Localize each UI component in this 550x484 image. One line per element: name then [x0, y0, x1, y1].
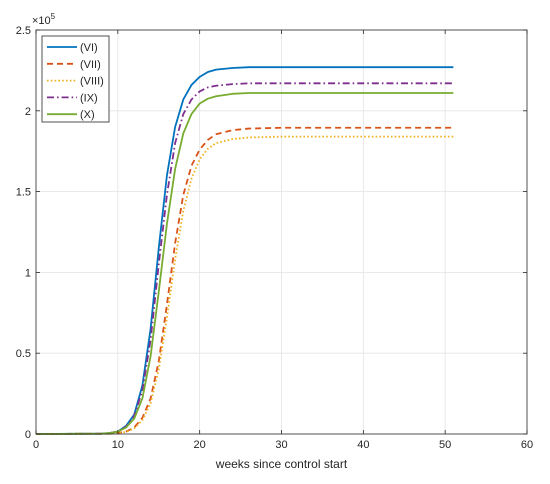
- y-tick-label: 1.5: [16, 187, 31, 199]
- x-tick-label: 50: [439, 439, 451, 451]
- x-tick-label: 10: [112, 439, 124, 451]
- legend-label: (IX): [80, 92, 98, 104]
- series-line: [35, 135, 454, 435]
- y-exponent-label: ×105: [32, 12, 56, 27]
- legend: (VI) (VII) (VIII) (IX) (X): [41, 35, 110, 123]
- x-tick-label: 40: [357, 439, 369, 451]
- series-lines: [35, 66, 454, 435]
- legend-label: (VII): [80, 59, 101, 71]
- grid-lines: [36, 30, 527, 434]
- series-line: [35, 92, 454, 435]
- legend-label: (VI): [80, 42, 98, 54]
- series-line: [35, 82, 454, 435]
- x-axis-title: weeks since control start: [215, 457, 348, 471]
- y-tick-label: 0: [25, 429, 31, 441]
- y-tick-label: 2: [25, 106, 31, 118]
- y-tick-label: 2.5: [16, 25, 31, 37]
- x-tick-label: 60: [521, 439, 533, 451]
- x-tick-label: 0: [33, 439, 39, 451]
- y-tick-label: 0.5: [16, 348, 31, 360]
- axis-ticks: 0 10 20 30 40 50 60 0 0.5 1 1.5 2 2.5: [16, 25, 533, 451]
- legend-box: [41, 35, 110, 123]
- y-tick-label: 1: [25, 267, 31, 279]
- x-tick-label: 20: [194, 439, 206, 451]
- legend-label: (VIII): [80, 76, 104, 88]
- x-tick-label: 30: [275, 439, 287, 451]
- legend-label: (X): [80, 109, 95, 121]
